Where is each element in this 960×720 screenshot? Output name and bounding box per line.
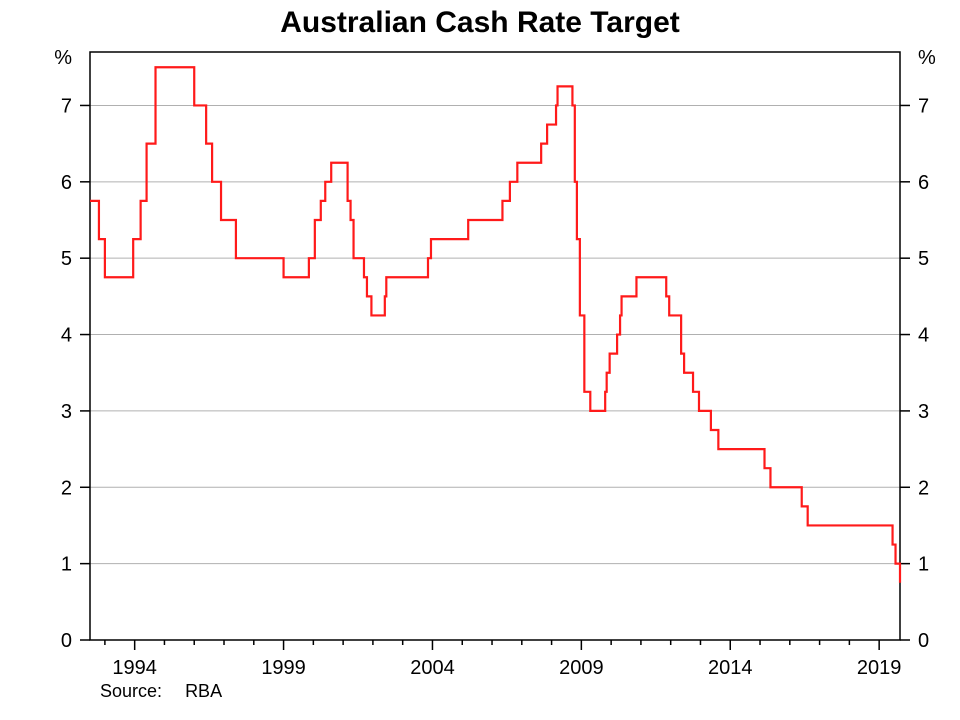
svg-text:1: 1 xyxy=(61,554,72,576)
svg-text:4: 4 xyxy=(918,325,929,347)
svg-text:2: 2 xyxy=(918,477,929,499)
svg-text:4: 4 xyxy=(61,325,72,347)
svg-text:6: 6 xyxy=(918,172,929,194)
svg-text:2: 2 xyxy=(61,477,72,499)
svg-text:2009: 2009 xyxy=(559,657,604,679)
svg-text:2019: 2019 xyxy=(857,657,902,679)
svg-text:1: 1 xyxy=(918,554,929,576)
svg-text:1994: 1994 xyxy=(112,657,157,679)
source-label: Source: xyxy=(100,681,162,701)
svg-text:5: 5 xyxy=(61,248,72,270)
svg-text:3: 3 xyxy=(918,401,929,423)
svg-text:7: 7 xyxy=(918,95,929,117)
svg-text:7: 7 xyxy=(61,95,72,117)
svg-text:0: 0 xyxy=(918,630,929,652)
source-value: RBA xyxy=(185,681,222,701)
svg-text:2004: 2004 xyxy=(410,657,455,679)
svg-text:%: % xyxy=(918,47,936,69)
rate-chart: 1994 1999 2004 2009 2014 2019 0 0 1 1 2 2 3 3 4 4 5 5 6 6 7 7… xyxy=(0,0,960,720)
svg-text:%: % xyxy=(54,47,72,69)
svg-text:6: 6 xyxy=(61,172,72,194)
svg-text:0: 0 xyxy=(61,630,72,652)
svg-text:5: 5 xyxy=(918,248,929,270)
source-attribution: Source: RBA xyxy=(100,681,222,702)
svg-text:3: 3 xyxy=(61,401,72,423)
svg-text:2014: 2014 xyxy=(708,657,753,679)
svg-text:1999: 1999 xyxy=(261,657,306,679)
